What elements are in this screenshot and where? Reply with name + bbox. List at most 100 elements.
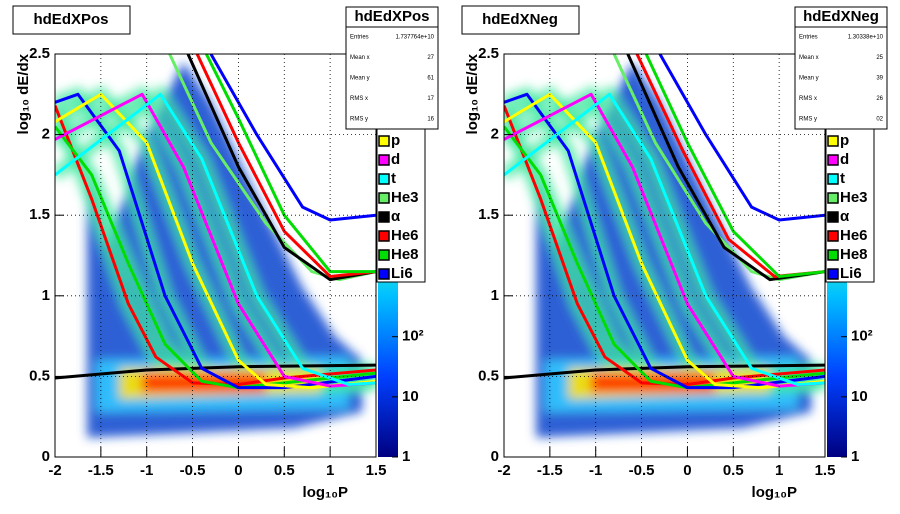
stats-key: Entries [350,35,369,41]
stats-box [345,6,439,130]
chart-title: hdEdXPos [33,11,108,28]
stats-key: Mean x [799,55,819,61]
plot-area [55,54,376,438]
y-tick-label: 0 [42,448,50,465]
legend-marker [827,230,839,242]
stats-value: 17 [427,96,434,102]
stats-key: Entries [799,35,818,41]
legend-label: Li6 [391,265,413,282]
legend-marker [378,249,390,261]
y-tick-label: 1 [42,287,50,304]
legend-label: p [840,132,849,149]
curve [55,363,376,380]
x-tick-label: 0.5 [274,462,295,479]
curve [658,54,825,222]
legend-marker [827,249,839,261]
x-tick-label: 0 [683,462,691,479]
x-tick-label: -2 [48,462,61,479]
legend-marker [827,211,839,223]
stats-value: 27 [427,55,434,61]
legend-label: d [840,151,849,168]
legend-label: p [391,132,400,149]
legend-marker [378,268,390,280]
x-tick-label: 1.5 [815,462,836,479]
legend-marker [378,154,390,166]
z-tick-label: 10 [402,388,419,405]
panel: -2 -1.5 -1 -0.5 0 0.5 1 1.5 0 0.5 1 1.5 2 2.5 log₁₀P lo… [461,5,888,501]
stats-key: RMS y [350,117,368,123]
y-tick-label: 2.5 [29,45,50,62]
curve [204,54,376,274]
chart-title: hdEdXNeg [482,11,558,28]
curve [504,363,825,380]
stats-value: 39 [876,76,883,82]
legend-marker [827,173,839,185]
z-tick-label: 10² [402,328,424,345]
curve [209,54,376,222]
x-tick-label: -1.5 [88,462,114,479]
stats-box [794,6,888,130]
legend-label: He6 [391,227,419,244]
x-axis-label: log₁₀P [752,484,797,501]
plot-frame [503,53,826,458]
legend-label: d [391,151,400,168]
curve [55,125,376,390]
stats-key: RMS x [350,96,368,102]
x-tick-label: 0 [234,462,242,479]
curve [186,54,376,282]
legend-label: t [391,170,396,187]
y-axis-label: log₁₀ dE/dx [464,53,481,134]
title-box [461,5,580,35]
z-tick-label: 10² [851,328,873,345]
curve [195,54,376,278]
legend-label: α [391,208,401,225]
y-tick-label: 1.5 [478,206,499,223]
legend-marker [378,230,390,242]
y-tick-label: 0.5 [478,367,499,384]
legend-marker [378,192,390,204]
panel: -2 -1.5 -1 -0.5 0 0.5 1 1.5 0 0.5 1 1.5 2 2.5 log₁₀P lo… [12,5,439,501]
stats-value: 1.30338e+10 [848,35,884,41]
y-tick-label: 0.5 [29,367,50,384]
x-tick-label: -2 [497,462,510,479]
legend-label: He6 [840,227,868,244]
legend-marker [827,192,839,204]
x-tick-label: -1.5 [537,462,563,479]
stats-value: 16 [427,117,434,123]
stats-key: Mean y [799,76,819,82]
x-tick-label: 1 [326,462,334,479]
x-tick-label: 0.5 [723,462,744,479]
legend-label: He8 [840,246,868,263]
legend-marker [827,154,839,166]
legend-label: He8 [391,246,419,263]
y-tick-label: 1 [491,287,499,304]
stats-key: Mean y [350,76,370,82]
curve [504,125,825,390]
z-tick-label: 1 [402,448,410,465]
y-axis-label: log₁₀ dE/dx [15,53,32,134]
stats-key: Mean x [350,55,370,61]
stats-value: 26 [876,96,883,102]
x-tick-label: -1 [589,462,602,479]
stats-value: 25 [876,55,883,61]
y-tick-label: 0 [491,448,499,465]
legend-label: He3 [391,189,419,206]
x-axis-label: log₁₀P [303,484,348,501]
stats-value: 02 [876,117,883,123]
x-tick-label: -1 [140,462,153,479]
legend-marker [827,268,839,280]
legend-label: Li6 [840,265,862,282]
x-tick-label: -0.5 [629,462,655,479]
curve [644,54,825,278]
legend-marker [378,173,390,185]
stats-key: RMS x [799,96,817,102]
legend-marker [827,135,839,147]
y-tick-label: 2 [42,126,50,143]
curve [504,92,825,386]
curve [55,92,376,386]
legend-label: He3 [840,189,868,206]
curve [55,105,376,386]
legend-label: α [840,208,850,225]
stats-title: hdEdXNeg [803,8,879,25]
